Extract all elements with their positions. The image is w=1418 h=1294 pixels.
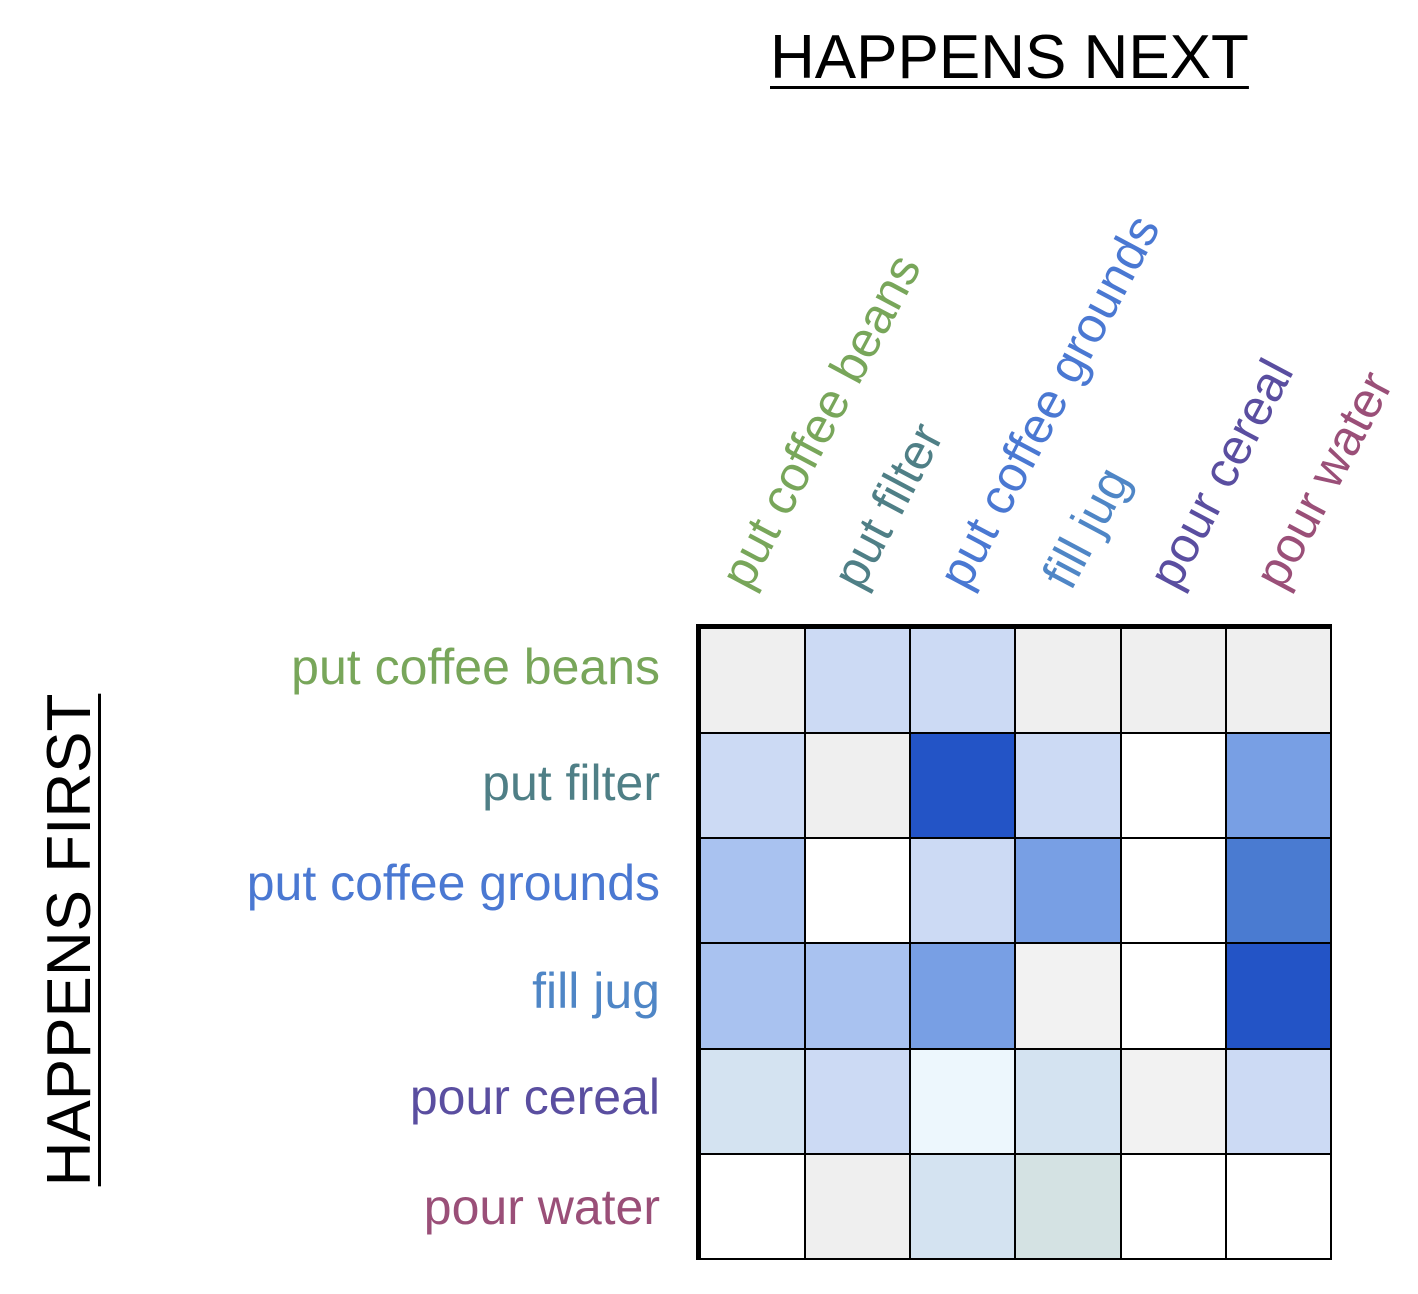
matrix-cell-r4-c5 — [1121, 944, 1225, 1048]
matrix-cell-r5-c6 — [1226, 1049, 1330, 1153]
matrix-cell-r2-c1 — [701, 734, 805, 838]
matrix-cell-r5-c4 — [1016, 1049, 1120, 1153]
matrix-cell-r3-c6 — [1226, 839, 1330, 943]
row-label-put-coffee-beans: put coffee beans — [291, 639, 660, 695]
row-label-fill-jug: fill jug — [532, 963, 660, 1019]
matrix-cell-r2-c6 — [1226, 734, 1330, 838]
column-label-fill-jug: fill jug — [1031, 457, 1141, 598]
matrix-cell-r6-c5 — [1121, 1154, 1225, 1258]
matrix-cell-r1-c6 — [1226, 629, 1330, 733]
matrix-cell-r2-c2 — [806, 734, 910, 838]
matrix-cell-r1-c5 — [1121, 629, 1225, 733]
transition-matrix — [696, 624, 1332, 1260]
matrix-cell-r4-c1 — [701, 944, 805, 1048]
matrix-cell-r6-c6 — [1226, 1154, 1330, 1258]
matrix-cell-r6-c2 — [806, 1154, 910, 1258]
matrix-cell-r4-c6 — [1226, 944, 1330, 1048]
matrix-cell-r6-c1 — [701, 1154, 805, 1258]
matrix-cell-r6-c3 — [911, 1154, 1015, 1258]
matrix-cell-r3-c2 — [806, 839, 910, 943]
matrix-cell-r2-c4 — [1016, 734, 1120, 838]
matrix-cell-r3-c3 — [911, 839, 1015, 943]
matrix-cell-r5-c5 — [1121, 1049, 1225, 1153]
matrix-cell-r3-c1 — [701, 839, 805, 943]
row-label-put-filter: put filter — [482, 755, 660, 811]
matrix-cell-r2-c3 — [911, 734, 1015, 838]
matrix-cell-r3-c5 — [1121, 839, 1225, 943]
matrix-cell-r4-c3 — [911, 944, 1015, 1048]
row-label-pour-cereal: pour cereal — [409, 1069, 660, 1125]
matrix-cell-r4-c2 — [806, 944, 910, 1048]
matrix-cell-r1-c1 — [701, 629, 805, 733]
matrix-cell-r1-c4 — [1016, 629, 1120, 733]
matrix-cell-r5-c2 — [806, 1049, 910, 1153]
matrix-cell-r1-c3 — [911, 629, 1015, 733]
matrix-cell-r6-c4 — [1016, 1154, 1120, 1258]
matrix-cell-r4-c4 — [1016, 944, 1120, 1048]
happens-next-title: HAPPENS NEXT — [770, 23, 1249, 92]
matrix-cell-r1-c2 — [806, 629, 910, 733]
row-label-put-coffee-grounds: put coffee grounds — [246, 855, 660, 911]
matrix-cell-r2-c5 — [1121, 734, 1225, 838]
happens-first-title: HAPPENS FIRST — [35, 693, 104, 1187]
row-label-pour-water: pour water — [423, 1179, 660, 1235]
matrix-cell-r5-c3 — [911, 1049, 1015, 1153]
matrix-cell-r5-c1 — [701, 1049, 805, 1153]
matrix-cell-r3-c4 — [1016, 839, 1120, 943]
